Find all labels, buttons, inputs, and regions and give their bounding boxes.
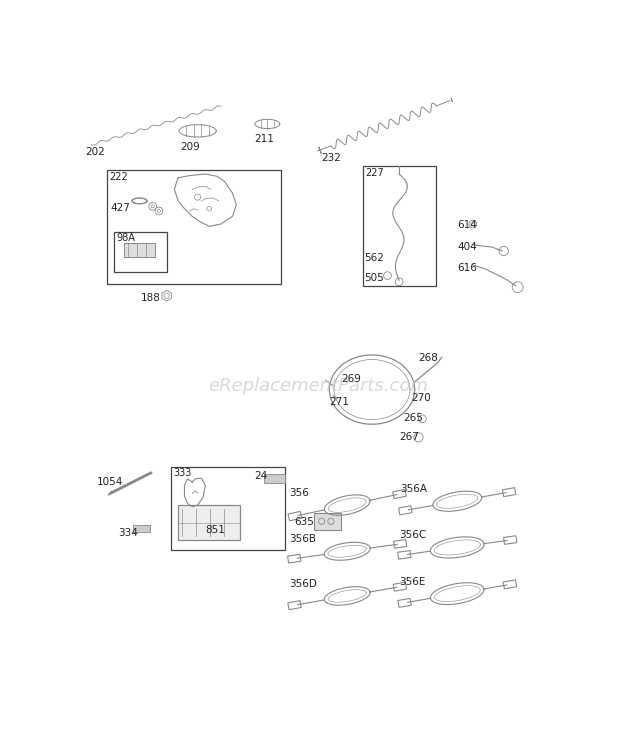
Text: 269: 269 <box>341 374 361 384</box>
Text: 209: 209 <box>180 141 200 152</box>
Text: 356E: 356E <box>399 577 425 587</box>
Text: 356B: 356B <box>289 534 316 545</box>
Text: eReplacementParts.com: eReplacementParts.com <box>208 376 428 395</box>
Text: 232: 232 <box>322 153 342 163</box>
Bar <box>133 525 151 532</box>
Text: 1054: 1054 <box>97 477 123 487</box>
Text: 851: 851 <box>205 525 225 535</box>
Text: 427: 427 <box>110 203 130 214</box>
Text: 356A: 356A <box>400 484 427 494</box>
Text: 188: 188 <box>141 293 161 304</box>
Text: 98A: 98A <box>117 234 135 243</box>
Text: 222: 222 <box>109 172 128 182</box>
Text: 333: 333 <box>173 468 191 478</box>
Text: 265: 265 <box>403 413 423 423</box>
Bar <box>314 513 341 530</box>
Text: 356D: 356D <box>289 579 317 589</box>
Bar <box>264 474 285 483</box>
Text: 24: 24 <box>254 471 267 481</box>
Text: 505: 505 <box>365 272 384 283</box>
Bar <box>363 166 436 286</box>
Text: 562: 562 <box>365 253 384 263</box>
Text: 267: 267 <box>399 432 419 442</box>
Text: 356: 356 <box>289 488 309 498</box>
Text: 614: 614 <box>458 220 477 230</box>
Text: 211: 211 <box>254 134 274 144</box>
Text: 356C: 356C <box>399 530 427 540</box>
Bar <box>170 466 285 550</box>
Text: 268: 268 <box>418 353 438 362</box>
Text: 635: 635 <box>294 517 314 527</box>
Text: 270: 270 <box>410 394 430 403</box>
Text: 227: 227 <box>365 168 384 178</box>
Text: 404: 404 <box>458 242 477 251</box>
Bar <box>107 170 281 284</box>
Text: 334: 334 <box>118 528 138 538</box>
Bar <box>114 231 167 272</box>
Bar <box>179 505 241 539</box>
Text: 202: 202 <box>86 147 105 157</box>
Bar <box>124 243 155 257</box>
Text: 271: 271 <box>329 397 349 407</box>
Text: 616: 616 <box>458 263 477 272</box>
